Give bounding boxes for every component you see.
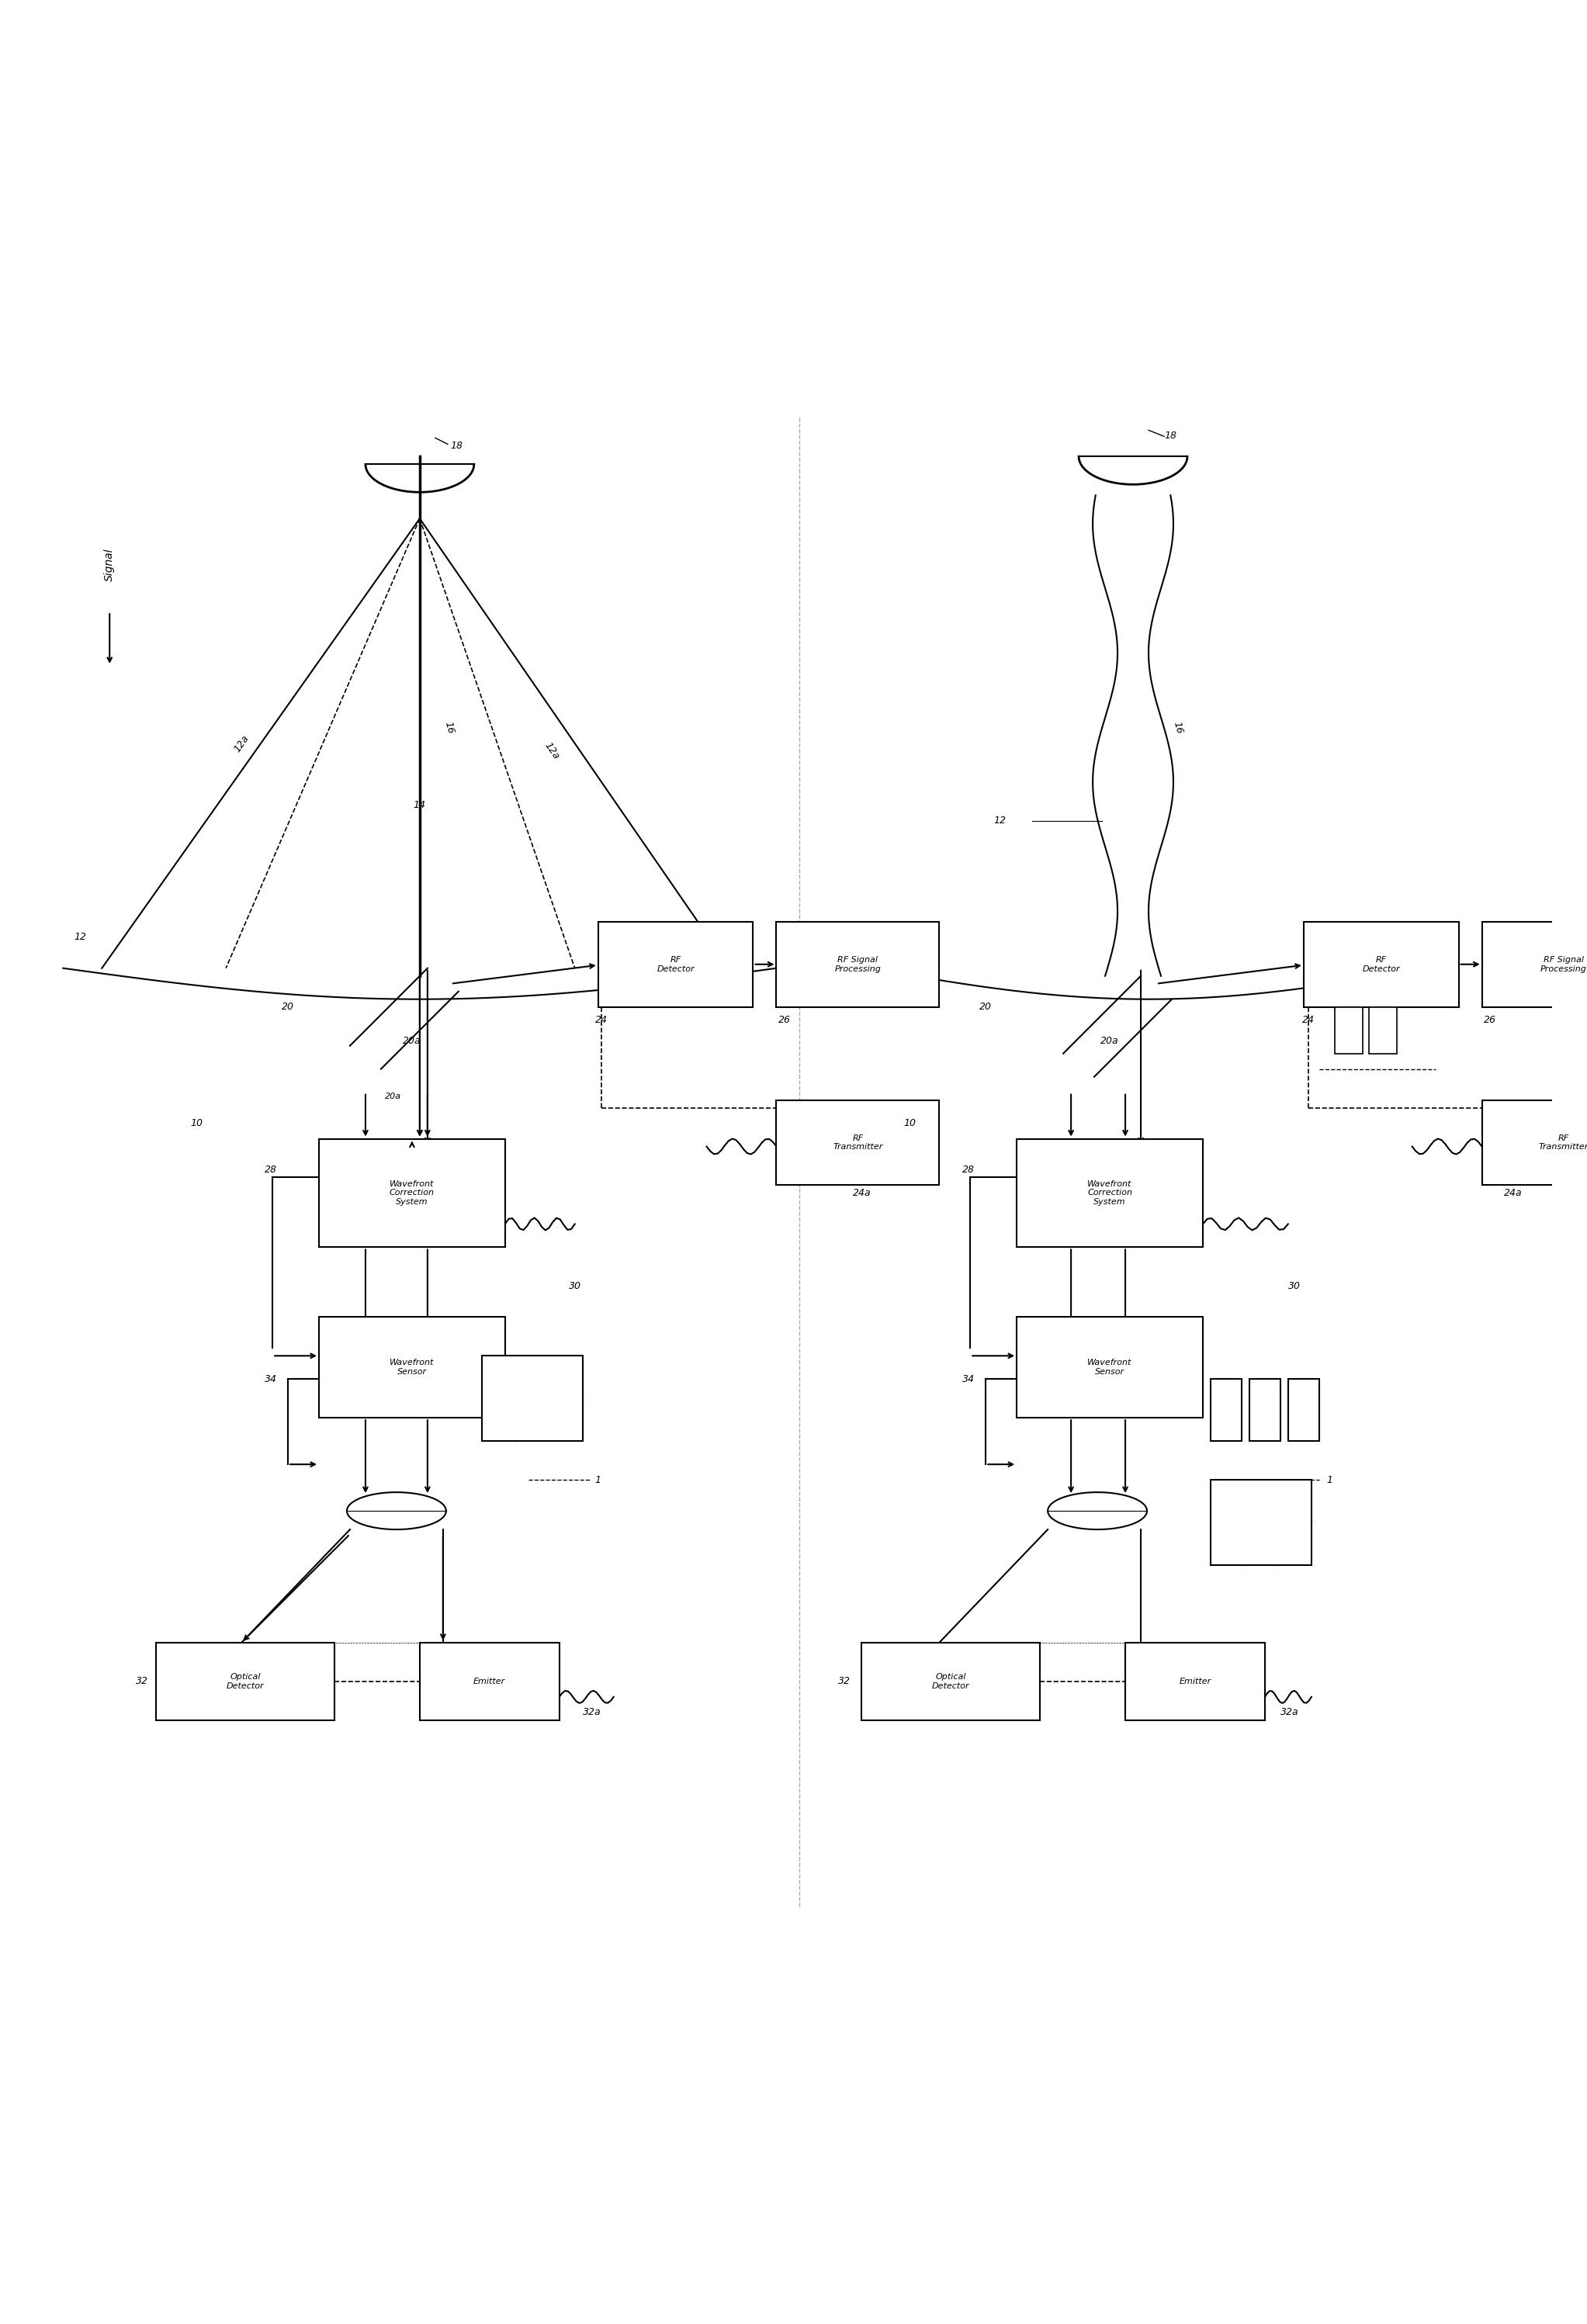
Text: 24: 24 [1301, 1016, 1314, 1025]
Text: 12: 12 [993, 816, 1006, 825]
Text: RF
Transmitter: RF Transmitter [1538, 1134, 1587, 1150]
Text: Wavefront
Correction
System: Wavefront Correction System [389, 1181, 435, 1206]
Text: Wavefront
Sensor: Wavefront Sensor [1087, 1360, 1132, 1376]
FancyBboxPatch shape [1211, 1480, 1311, 1564]
Text: 28: 28 [265, 1164, 278, 1176]
Text: 10: 10 [190, 1118, 203, 1127]
Text: 1: 1 [1327, 1476, 1333, 1485]
Text: 26: 26 [1484, 1016, 1497, 1025]
Text: Wavefront
Sensor: Wavefront Sensor [390, 1360, 435, 1376]
Text: 24a: 24a [852, 1188, 871, 1199]
Text: 14: 14 [414, 799, 425, 811]
Text: 16: 16 [1171, 720, 1185, 734]
FancyBboxPatch shape [1289, 1378, 1319, 1441]
Text: 32: 32 [838, 1676, 851, 1687]
Text: 20: 20 [979, 1002, 992, 1011]
Text: 30: 30 [1289, 1281, 1300, 1292]
Text: 32a: 32a [1281, 1708, 1298, 1717]
FancyBboxPatch shape [1125, 1643, 1265, 1720]
FancyBboxPatch shape [482, 1355, 582, 1441]
FancyBboxPatch shape [862, 1643, 1039, 1720]
Text: 12a: 12a [232, 732, 251, 753]
Text: 16: 16 [443, 720, 455, 734]
Text: 20a: 20a [403, 1037, 421, 1046]
Text: 22: 22 [738, 934, 751, 946]
Text: 30: 30 [568, 1281, 581, 1292]
Text: RF
Transmitter: RF Transmitter [833, 1134, 882, 1150]
Text: 20a: 20a [1101, 1037, 1119, 1046]
Text: 20: 20 [282, 1002, 294, 1011]
Text: 28: 28 [962, 1164, 974, 1176]
FancyBboxPatch shape [1017, 1139, 1203, 1248]
Text: 32a: 32a [582, 1708, 601, 1717]
Text: RF Signal
Processing: RF Signal Processing [835, 955, 881, 974]
FancyBboxPatch shape [1482, 923, 1587, 1006]
FancyBboxPatch shape [319, 1318, 505, 1418]
FancyBboxPatch shape [776, 1099, 940, 1185]
FancyBboxPatch shape [1482, 1099, 1587, 1185]
Text: RF
Detector: RF Detector [657, 955, 695, 974]
FancyBboxPatch shape [1211, 1378, 1241, 1441]
FancyBboxPatch shape [1303, 923, 1458, 1006]
FancyBboxPatch shape [156, 1643, 335, 1720]
Text: 26: 26 [778, 1016, 790, 1025]
Text: Signal: Signal [105, 548, 114, 581]
FancyBboxPatch shape [1335, 1006, 1363, 1053]
Text: 18: 18 [451, 442, 463, 451]
Text: 20a: 20a [386, 1092, 402, 1099]
FancyBboxPatch shape [419, 1643, 559, 1720]
Text: 24a: 24a [1504, 1188, 1522, 1199]
FancyBboxPatch shape [319, 1139, 505, 1248]
Text: 34: 34 [265, 1373, 278, 1385]
Text: 1: 1 [595, 1476, 601, 1485]
FancyBboxPatch shape [598, 923, 754, 1006]
Text: 24: 24 [595, 1016, 608, 1025]
Text: 18: 18 [1163, 430, 1176, 442]
Text: 10: 10 [903, 1118, 916, 1127]
Text: RF Signal
Processing: RF Signal Processing [1539, 955, 1587, 974]
FancyBboxPatch shape [1017, 1318, 1203, 1418]
FancyBboxPatch shape [1249, 1378, 1281, 1441]
Text: 34: 34 [962, 1373, 974, 1385]
Text: 12a: 12a [543, 741, 560, 762]
Text: Optical
Detector: Optical Detector [932, 1673, 970, 1690]
Text: Wavefront
Correction
System: Wavefront Correction System [1087, 1181, 1132, 1206]
Text: 12: 12 [75, 932, 86, 941]
Text: RF
Detector: RF Detector [1362, 955, 1400, 974]
Text: Emitter: Emitter [473, 1678, 506, 1685]
Text: 32: 32 [136, 1676, 149, 1687]
FancyBboxPatch shape [776, 923, 940, 1006]
Text: Emitter: Emitter [1179, 1678, 1211, 1685]
FancyBboxPatch shape [1368, 1006, 1397, 1053]
Text: Optical
Detector: Optical Detector [227, 1673, 263, 1690]
